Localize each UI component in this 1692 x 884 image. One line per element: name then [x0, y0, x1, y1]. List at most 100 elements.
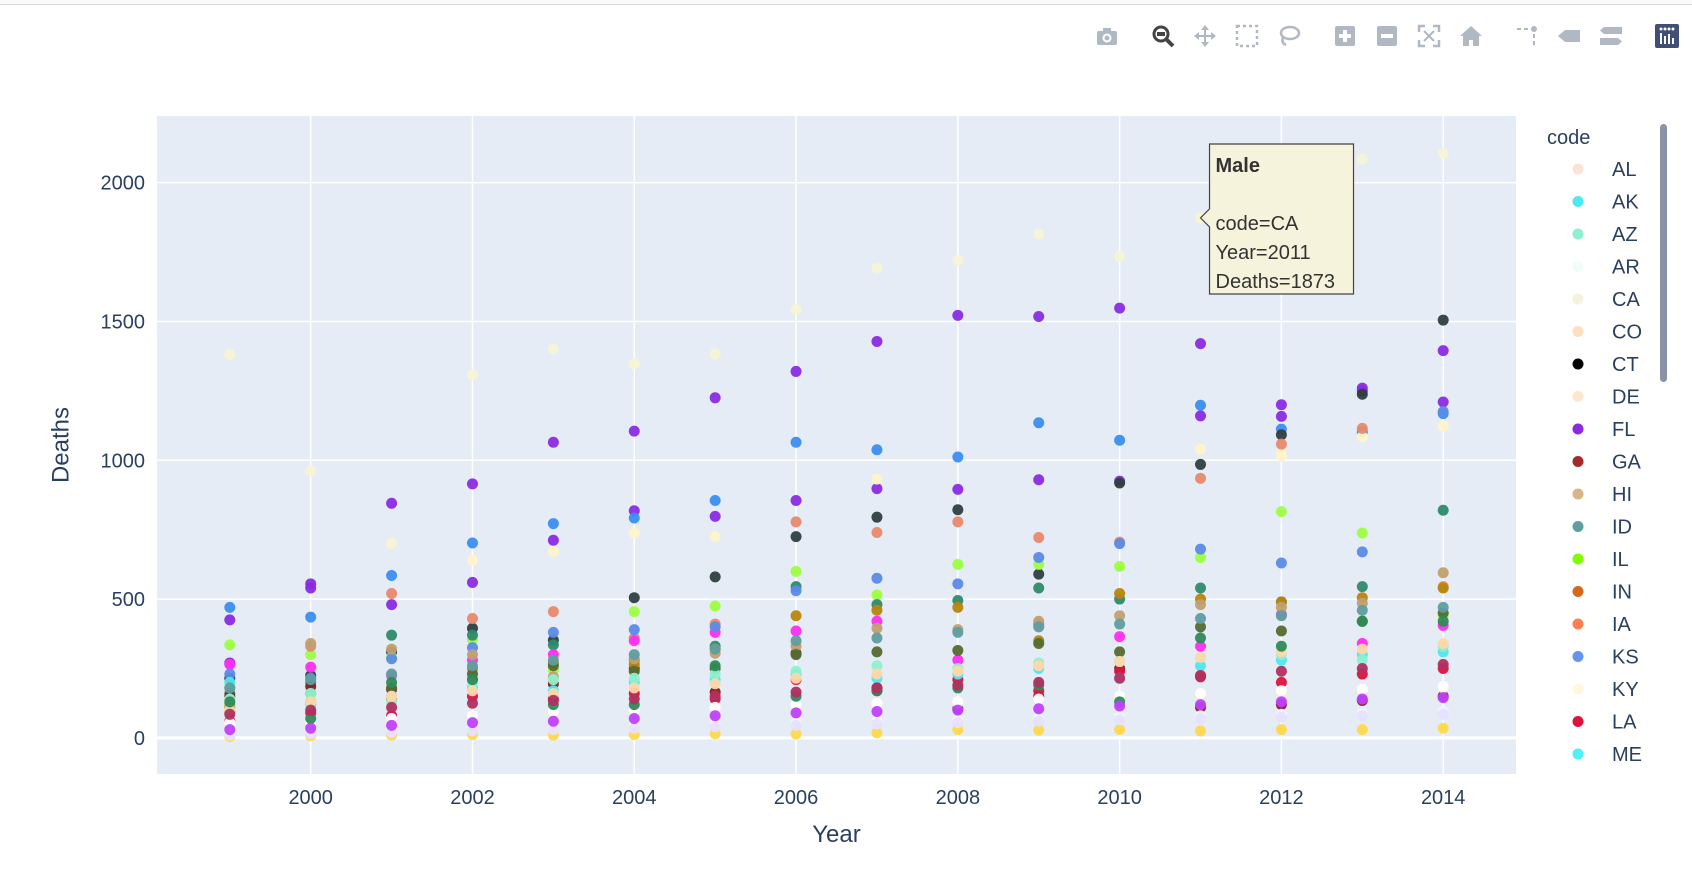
data-point-id[interactable] [547, 654, 559, 666]
data-point-de[interactable] [1275, 685, 1287, 697]
data-point-ks[interactable] [305, 611, 317, 623]
data-point-de[interactable] [790, 699, 802, 711]
data-point-ks[interactable] [224, 668, 236, 680]
data-point-in[interactable] [1114, 588, 1126, 600]
data-point-hi[interactable] [871, 622, 883, 634]
data-point-fl[interactable] [224, 724, 236, 736]
data-point-az[interactable] [709, 668, 721, 680]
data-point-il[interactable] [1275, 640, 1287, 652]
data-point-il[interactable] [1356, 527, 1368, 539]
data-point-id[interactable] [1033, 621, 1045, 633]
data-point-in[interactable] [1437, 582, 1449, 594]
data-point-ia[interactable] [386, 588, 398, 600]
data-point-il[interactable] [466, 674, 478, 686]
data-point-ca[interactable] [1033, 228, 1045, 240]
legend-item-ky[interactable]: KY [1572, 679, 1639, 701]
data-point-la[interactable] [871, 682, 883, 694]
data-point-me[interactable] [790, 625, 802, 637]
plotly-logo-button[interactable] [1650, 19, 1684, 53]
data-point-me[interactable] [466, 725, 478, 737]
data-point-id[interactable] [466, 660, 478, 672]
data-point-fl[interactable] [1195, 699, 1207, 711]
reset-axes-button[interactable] [1454, 19, 1488, 53]
data-point-ky[interactable] [1195, 725, 1207, 737]
data-point-ky[interactable] [709, 531, 721, 543]
data-point-fl[interactable] [628, 425, 640, 437]
data-point-ca[interactable] [1114, 250, 1126, 262]
data-point-ct[interactable] [1275, 429, 1287, 441]
data-point-ct[interactable] [871, 646, 883, 658]
legend-item-il[interactable]: IL [1572, 549, 1629, 571]
data-point-id[interactable] [952, 626, 964, 638]
legend-item-hi[interactable]: HI [1572, 484, 1633, 506]
data-point-ks[interactable] [1275, 557, 1287, 569]
data-point-fl[interactable] [1114, 700, 1126, 712]
data-point-ks[interactable] [547, 626, 559, 638]
legend-item-la[interactable]: LA [1572, 712, 1638, 734]
data-point-la[interactable] [466, 697, 478, 709]
data-point-fl[interactable] [790, 707, 802, 719]
data-point-ky[interactable] [1356, 431, 1368, 443]
data-point-ks[interactable] [1114, 538, 1126, 550]
data-point-hi[interactable] [1114, 610, 1126, 622]
data-point-me[interactable] [1195, 640, 1207, 652]
data-point-co[interactable] [1356, 643, 1368, 655]
data-point-co[interactable] [386, 690, 398, 702]
data-point-hi[interactable] [1195, 599, 1207, 611]
data-point-me[interactable] [790, 719, 802, 731]
data-point-fl[interactable] [1114, 302, 1126, 314]
data-point-ks[interactable] [871, 572, 883, 584]
data-point-ct[interactable] [952, 644, 964, 656]
data-point-la[interactable] [1356, 662, 1368, 674]
data-point-ct[interactable] [952, 504, 964, 516]
data-point-ca[interactable] [628, 358, 640, 370]
data-point-hi[interactable] [386, 643, 398, 655]
data-point-fl[interactable] [1356, 693, 1368, 705]
data-point-id[interactable] [466, 629, 478, 641]
data-point-ct[interactable] [628, 592, 640, 604]
data-point-ia[interactable] [871, 526, 883, 538]
data-point-il[interactable] [1114, 560, 1126, 572]
data-point-ks[interactable] [1437, 406, 1449, 418]
data-point-ca[interactable] [547, 343, 559, 355]
data-point-id[interactable] [386, 629, 398, 641]
data-point-la[interactable] [1033, 676, 1045, 688]
data-point-me[interactable] [1356, 710, 1368, 722]
data-point-id[interactable] [871, 632, 883, 644]
data-point-ky[interactable] [1275, 724, 1287, 736]
data-point-ks[interactable] [952, 578, 964, 590]
spike-lines-button[interactable] [1510, 19, 1544, 53]
data-point-la[interactable] [952, 679, 964, 691]
data-point-fl[interactable] [628, 712, 640, 724]
data-point-ak[interactable] [1195, 660, 1207, 672]
legend-scrollbar[interactable] [1660, 124, 1667, 382]
data-point-ct[interactable] [1195, 458, 1207, 470]
data-point-ky[interactable] [1114, 724, 1126, 736]
data-point-ct[interactable] [1275, 625, 1287, 637]
data-point-ca[interactable] [952, 254, 964, 266]
data-point-il[interactable] [871, 589, 883, 601]
data-point-az[interactable] [305, 687, 317, 699]
data-point-fl[interactable] [952, 309, 964, 321]
data-point-ky[interactable] [1356, 724, 1368, 736]
data-point-la[interactable] [305, 704, 317, 716]
data-point-fl[interactable] [790, 495, 802, 507]
data-point-fl[interactable] [224, 614, 236, 626]
data-point-az[interactable] [1356, 654, 1368, 666]
data-point-ky[interactable] [1275, 449, 1287, 461]
data-point-ks[interactable] [952, 451, 964, 463]
data-point-hi[interactable] [1275, 601, 1287, 613]
data-point-id[interactable] [1356, 604, 1368, 616]
legend-item-ar[interactable]: AR [1572, 257, 1640, 279]
data-point-id[interactable] [547, 639, 559, 651]
data-point-ca[interactable] [466, 369, 478, 381]
data-point-fl[interactable] [1033, 474, 1045, 486]
data-point-ct[interactable] [790, 649, 802, 661]
data-point-ks[interactable] [1356, 546, 1368, 558]
hover-compare-button[interactable] [1594, 19, 1628, 53]
data-point-fl[interactable] [1437, 396, 1449, 408]
data-point-ca[interactable] [1356, 153, 1368, 165]
data-point-me[interactable] [1114, 631, 1126, 643]
data-point-co[interactable] [1437, 638, 1449, 650]
data-point-az[interactable] [628, 672, 640, 684]
